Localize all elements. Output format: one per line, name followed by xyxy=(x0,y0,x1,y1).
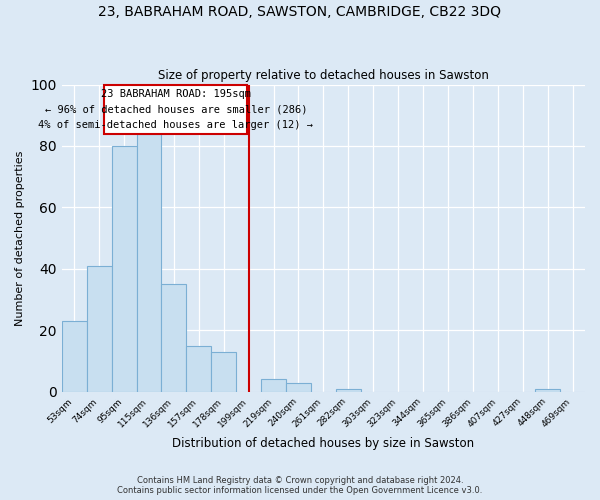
Text: ← 96% of detached houses are smaller (286): ← 96% of detached houses are smaller (28… xyxy=(44,104,307,115)
Bar xyxy=(535,388,560,392)
Bar xyxy=(336,388,361,392)
Bar xyxy=(187,346,211,392)
Bar xyxy=(137,134,161,392)
FancyBboxPatch shape xyxy=(104,84,247,134)
Bar xyxy=(112,146,137,392)
Bar xyxy=(87,266,112,392)
X-axis label: Distribution of detached houses by size in Sawston: Distribution of detached houses by size … xyxy=(172,437,475,450)
Bar xyxy=(62,321,87,392)
Title: Size of property relative to detached houses in Sawston: Size of property relative to detached ho… xyxy=(158,69,489,82)
Bar xyxy=(161,284,187,392)
Text: 4% of semi-detached houses are larger (12) →: 4% of semi-detached houses are larger (1… xyxy=(38,120,313,130)
Bar xyxy=(211,352,236,392)
Bar xyxy=(286,382,311,392)
Y-axis label: Number of detached properties: Number of detached properties xyxy=(15,150,25,326)
Text: 23, BABRAHAM ROAD, SAWSTON, CAMBRIDGE, CB22 3DQ: 23, BABRAHAM ROAD, SAWSTON, CAMBRIDGE, C… xyxy=(98,5,502,19)
Text: Contains HM Land Registry data © Crown copyright and database right 2024.
Contai: Contains HM Land Registry data © Crown c… xyxy=(118,476,482,495)
Bar xyxy=(261,380,286,392)
Text: 23 BABRAHAM ROAD: 195sqm: 23 BABRAHAM ROAD: 195sqm xyxy=(101,89,251,99)
